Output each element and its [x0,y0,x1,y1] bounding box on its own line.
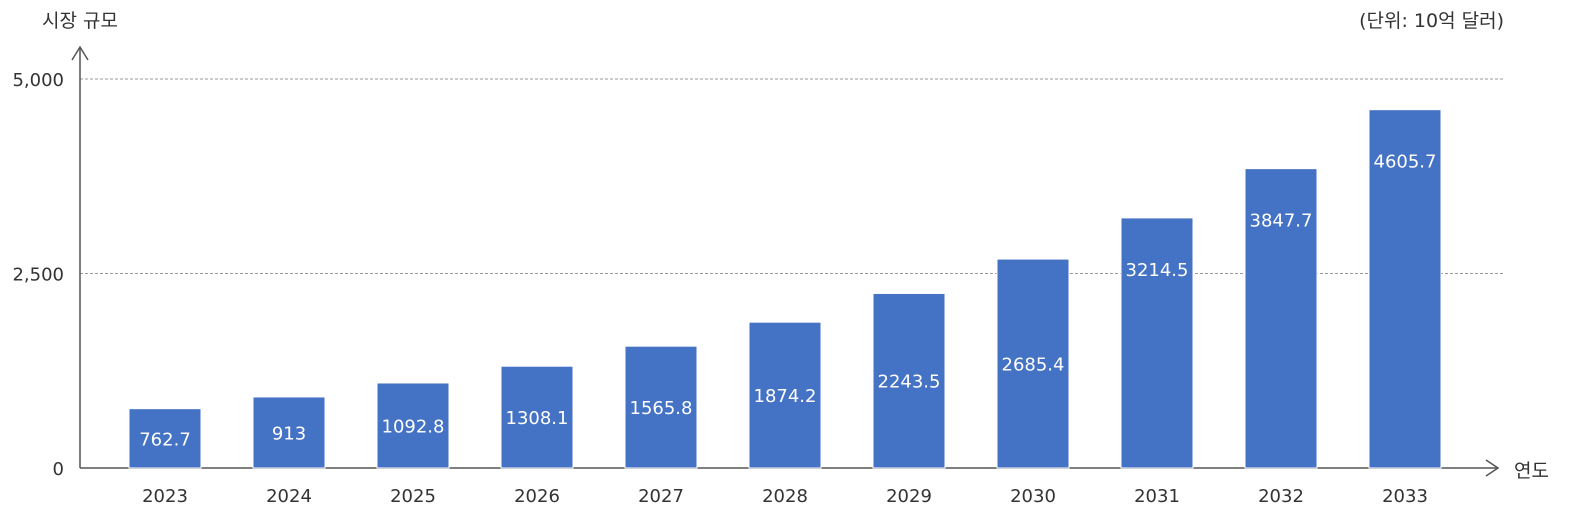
bar-value-label: 1308.1 [506,408,569,429]
x-tick-label: 2024 [266,486,312,507]
bar-value-label: 762.7 [139,429,191,450]
y-tick-label: 0 [53,459,64,480]
x-tick-label: 2023 [142,486,188,507]
x-tick-label: 2029 [886,486,932,507]
bar-value-label: 1092.8 [382,416,445,437]
bar [1368,109,1442,469]
x-tick-label: 2026 [514,486,560,507]
x-tick-label: 2028 [762,486,808,507]
bar [1244,168,1318,469]
bar [872,292,946,469]
x-axis-arrow-icon [1485,459,1500,477]
x-tick-label: 2027 [638,486,684,507]
unit-note: (단위: 10억 달러) [1359,10,1504,32]
y-tick-label: 5,000 [12,70,64,91]
x-tick-label: 2025 [390,486,436,507]
bar [1120,217,1194,469]
bar-value-label: 1874.2 [754,386,817,407]
y-tick-label: 2,500 [12,265,64,286]
x-tick-label: 2032 [1258,486,1304,507]
bar-value-label: 1565.8 [630,398,693,419]
bar-value-label: 3847.7 [1250,211,1313,232]
x-tick-label: 2030 [1010,486,1056,507]
bar-value-label: 2243.5 [878,372,941,393]
bar [624,345,698,469]
bar [376,382,450,469]
y-axis-title: 시장 규모 [42,10,118,32]
x-tick-label: 2033 [1382,486,1428,507]
y-axis-arrow-icon [71,45,89,61]
bar [996,258,1070,469]
bar [128,408,202,469]
bar-value-label: 913 [272,423,306,444]
bar-value-label: 4605.7 [1374,152,1437,173]
x-axis-title: 연도 [1514,460,1549,482]
x-tick-label: 2031 [1134,486,1180,507]
bar-value-label: 2685.4 [1002,355,1065,376]
bar [252,396,326,469]
bar [748,321,822,469]
bar-value-label: 3214.5 [1126,260,1189,281]
bar [500,365,574,469]
